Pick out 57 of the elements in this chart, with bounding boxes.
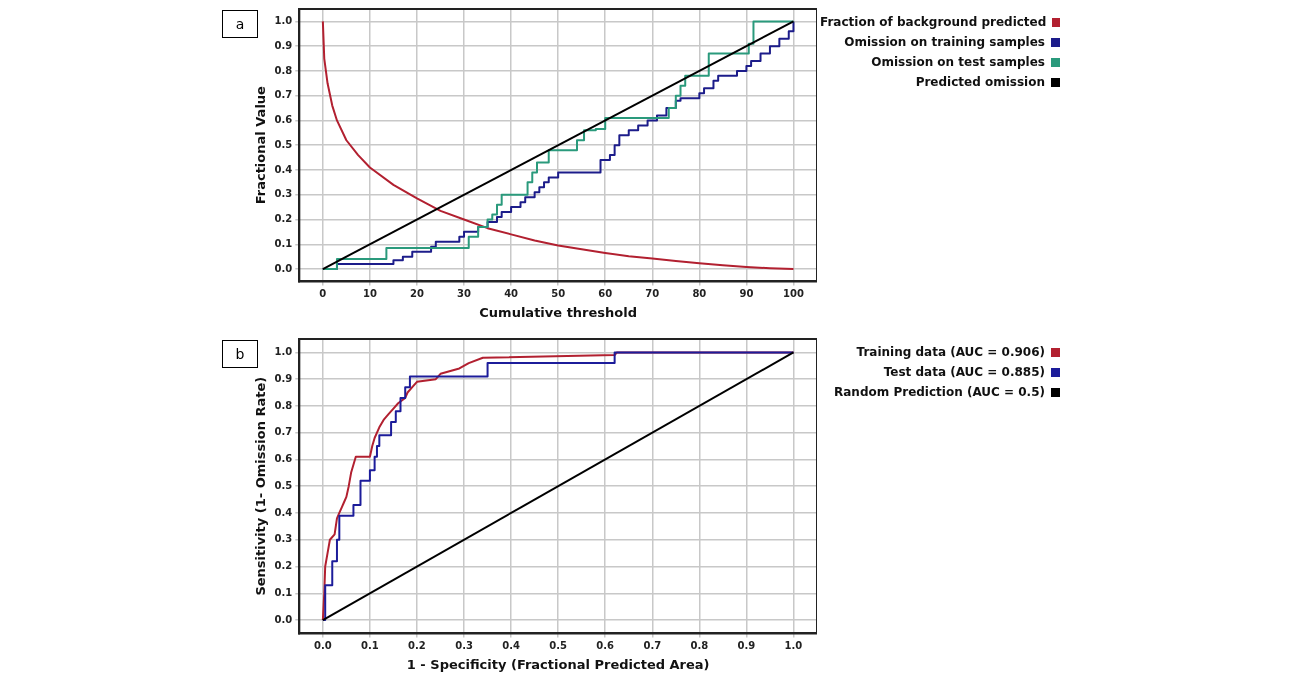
y-tick-label: 0.6 [274,453,293,465]
legend-label: Predicted omission [915,75,1045,89]
y-tick-label: 0.4 [274,163,293,175]
y-tick-label: 0.2 [274,213,293,225]
x-tick-label: 80 [692,287,707,299]
y-tick-label: 1.0 [274,14,293,26]
y-tick-label: 0.5 [274,138,293,150]
x-axis-title: 1 - Specificity (Fractional Predicted Area) [406,656,710,672]
y-tick-label: 0.3 [274,533,293,545]
y-axis-title: Sensitivity (1- Omission Rate) [253,376,269,596]
y-tick-label: 0.1 [274,237,293,249]
y-tick-label: 0.7 [274,426,293,438]
y-tick-label: 0.2 [274,560,293,572]
y-tick-label: 0.7 [274,89,293,101]
x-tick-label: 0.9 [737,639,756,651]
x-tick-label: 90 [739,287,754,299]
x-tick-label: 10 [362,287,377,299]
x-tick-label: 0.2 [408,639,426,651]
x-tick-label: 0.5 [549,639,568,651]
y-tick-label: 0.8 [274,64,293,76]
legend-label: Test data (AUC = 0.885) [883,365,1045,379]
legend-label: Random Prediction (AUC = 0.5) [834,385,1045,399]
x-tick-label: 60 [598,287,613,299]
legend-label: Training data (AUC = 0.906) [856,345,1045,359]
text: b [222,340,258,368]
y-tick-label: 0.9 [274,372,293,384]
x-tick-label: 40 [504,287,519,299]
x-tick-label: 0.6 [596,639,615,651]
x-tick-label: 0.0 [313,639,332,651]
x-tick-label: 0.3 [455,639,473,651]
y-tick-label: 0.9 [274,39,293,51]
x-tick-label: 0.1 [361,639,379,651]
x-tick-label: 0 [319,287,327,299]
y-tick-label: 0.3 [274,188,293,200]
x-tick-label: 70 [645,287,660,299]
x-tick-label: 1.0 [784,639,803,651]
legend-label: Fraction of background predicted [820,15,1047,29]
y-tick-label: 0.8 [274,399,293,411]
y-tick-label: 0.1 [274,586,293,598]
x-tick-label: 50 [551,287,566,299]
y-tick-label: 0.4 [274,506,293,518]
y-tick-label: 1.0 [274,345,293,357]
y-tick-label: 0.5 [274,479,293,491]
x-tick-label: 20 [410,287,424,299]
x-tick-label: 0.7 [643,639,662,651]
x-tick-label: 0.4 [502,639,520,651]
y-axis-title: Fractional Value [253,85,269,205]
text: a [222,10,258,38]
x-tick-label: 0.8 [690,639,709,651]
legend-label: Omission on test samples [871,55,1045,69]
y-tick-label: 0.6 [274,114,293,126]
x-axis-title: Cumulative threshold [479,304,638,320]
x-tick-label: 100 [783,287,804,299]
y-tick-label: 0.0 [274,262,293,274]
legend-label: Omission on training samples [844,35,1045,49]
x-tick-label: 30 [457,287,472,299]
y-tick-label: 0.0 [274,613,293,625]
